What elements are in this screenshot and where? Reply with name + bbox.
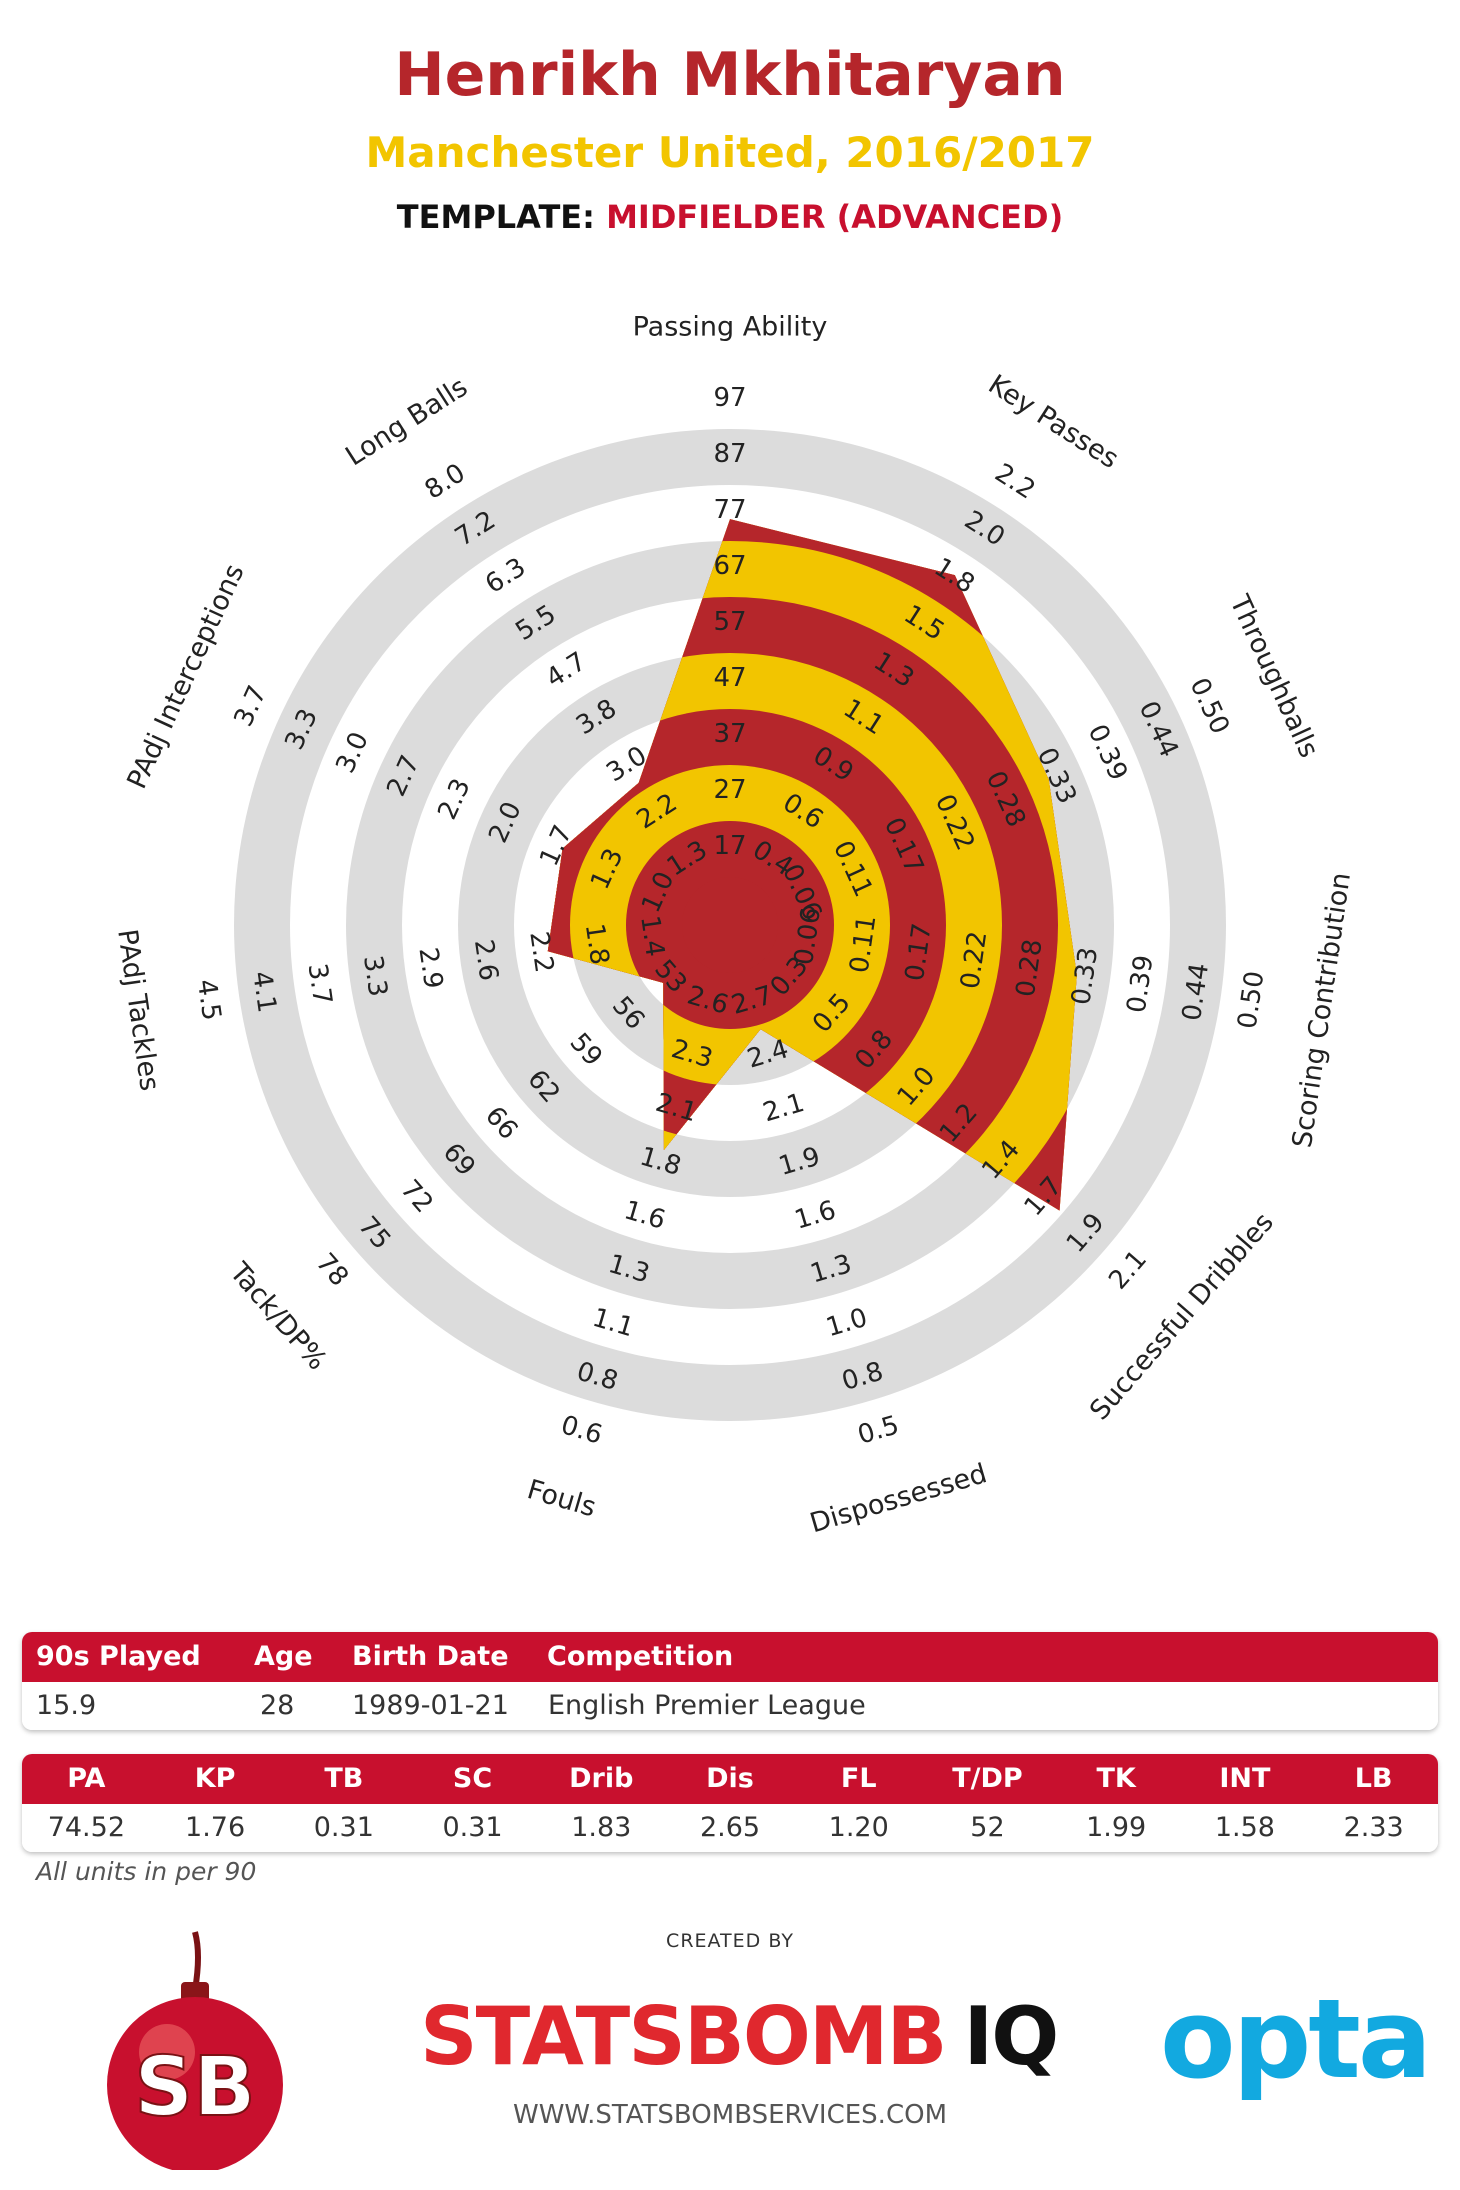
tick-label: 37 bbox=[713, 719, 746, 749]
tick-label: 67 bbox=[713, 551, 746, 581]
page-title: Henrikh Mkhitaryan bbox=[394, 40, 1066, 110]
stats-value-tb: 0.31 bbox=[313, 1812, 374, 1843]
axis-label: Dispossessed bbox=[806, 1458, 990, 1539]
tick-label: 17 bbox=[713, 831, 746, 861]
created-by-label: CREATED BY bbox=[666, 1930, 794, 1952]
stats-header-sc: SC bbox=[452, 1763, 493, 1794]
info-table: 90s Played Age Birth Date Competition 15… bbox=[22, 1632, 1438, 1730]
stats-value-t-dp: 52 bbox=[970, 1812, 1005, 1843]
brand-statsbomb: STATSBOMB bbox=[420, 1990, 947, 2083]
stats-value-fl: 1.20 bbox=[828, 1812, 889, 1843]
info-value-90s: 15.9 bbox=[36, 1690, 97, 1721]
info-header-90s: 90s Played bbox=[36, 1641, 201, 1672]
info-table-header: 90s Played Age Birth Date Competition bbox=[22, 1632, 1438, 1682]
stats-header-int: INT bbox=[1219, 1763, 1271, 1794]
info-header-age: Age bbox=[254, 1641, 313, 1672]
stats-value-drib: 1.83 bbox=[571, 1812, 632, 1843]
tick-label: 57 bbox=[713, 607, 746, 637]
stats-table-header: PA KP TB SC Drib Dis FL T/DP TK INT LB bbox=[22, 1754, 1438, 1804]
brand-iq: IQ bbox=[963, 1990, 1059, 2083]
stats-value-lb: 2.33 bbox=[1343, 1812, 1404, 1843]
stats-header-dis: Dis bbox=[706, 1763, 754, 1794]
info-header-birthdate: Birth Date bbox=[352, 1641, 509, 1672]
axis-label: Passing Ability bbox=[633, 312, 828, 343]
stats-table-row: 74.52 1.76 0.31 0.31 1.83 2.65 1.20 52 1.99 1.58 2… bbox=[22, 1804, 1438, 1852]
tick-label: 1.4 bbox=[634, 914, 670, 959]
statsbomb-logo: SB bbox=[107, 1931, 283, 2170]
bullseye bbox=[682, 877, 778, 973]
stats-value-sc: 0.31 bbox=[442, 1812, 503, 1843]
stats-value-int: 1.58 bbox=[1214, 1812, 1275, 1843]
stats-value-dis: 2.65 bbox=[699, 1812, 761, 1843]
stats-header-t-dp: T/DP bbox=[952, 1763, 1023, 1794]
info-table-row: 15.9 28 1989-01-21 English Premier Leagu… bbox=[22, 1682, 1438, 1730]
tick-label: 27 bbox=[713, 775, 746, 805]
tick-label: 2.6 bbox=[468, 938, 504, 983]
tick-label: 3.7 bbox=[302, 961, 338, 1006]
units-note: All units in per 90 bbox=[36, 1857, 257, 1886]
tick-label: 47 bbox=[713, 663, 746, 693]
stats-value-tk: 1.99 bbox=[1086, 1812, 1147, 1843]
stats-header-drib: Drib bbox=[569, 1763, 634, 1794]
tick-label: 4.1 bbox=[246, 969, 282, 1014]
template-label: TEMPLATE: bbox=[396, 198, 595, 236]
info-value-competition: English Premier League bbox=[548, 1690, 866, 1721]
axis-label: Scoring Contribution bbox=[1287, 871, 1357, 1150]
tick-label: 2.2 bbox=[523, 930, 559, 975]
stats-value-pa: 74.52 bbox=[47, 1812, 125, 1843]
tick-label: 4.5 bbox=[191, 977, 227, 1022]
page-subtitle: Manchester United, 2016/2017 bbox=[365, 128, 1095, 177]
info-value-age: 28 bbox=[260, 1690, 295, 1721]
sb-logo-text: SB bbox=[134, 2040, 256, 2135]
stats-header-lb: LB bbox=[1354, 1763, 1393, 1794]
stats-header-tb: TB bbox=[324, 1763, 364, 1794]
axis-label: Fouls bbox=[524, 1474, 600, 1523]
tick-label: 2.9 bbox=[412, 945, 448, 990]
tick-label: 1.8 bbox=[579, 922, 615, 967]
stats-header-tk: TK bbox=[1096, 1763, 1136, 1794]
stats-header-pa: PA bbox=[67, 1763, 106, 1794]
info-value-birthdate: 1989-01-21 bbox=[352, 1690, 509, 1721]
tick-label: 3.3 bbox=[357, 953, 393, 998]
tick-label: 87 bbox=[713, 439, 746, 469]
opta-logo: opta bbox=[1160, 1975, 1432, 2103]
statsbomb-iq-wordmark: STATSBOMB IQ bbox=[420, 1990, 1059, 2083]
stats-header-fl: FL bbox=[840, 1763, 877, 1794]
stats-table: PA KP TB SC Drib Dis FL T/DP TK INT LB 74.52 1.76 0.… bbox=[22, 1754, 1438, 1852]
template-line: TEMPLATE: MIDFIELDER (ADVANCED) bbox=[0, 198, 1460, 236]
info-header-competition: Competition bbox=[547, 1641, 734, 1672]
stats-header-kp: KP bbox=[194, 1763, 236, 1794]
statsbomb-url: WWW.STATSBOMBSERVICES.COM bbox=[512, 2100, 947, 2130]
template-value: MIDFIELDER (ADVANCED) bbox=[606, 198, 1064, 236]
axis-label: PAdj Tackles bbox=[111, 927, 165, 1093]
stats-value-kp: 1.76 bbox=[185, 1812, 246, 1843]
tick-label: 77 bbox=[713, 495, 746, 525]
tick-label: 97 bbox=[713, 383, 746, 413]
